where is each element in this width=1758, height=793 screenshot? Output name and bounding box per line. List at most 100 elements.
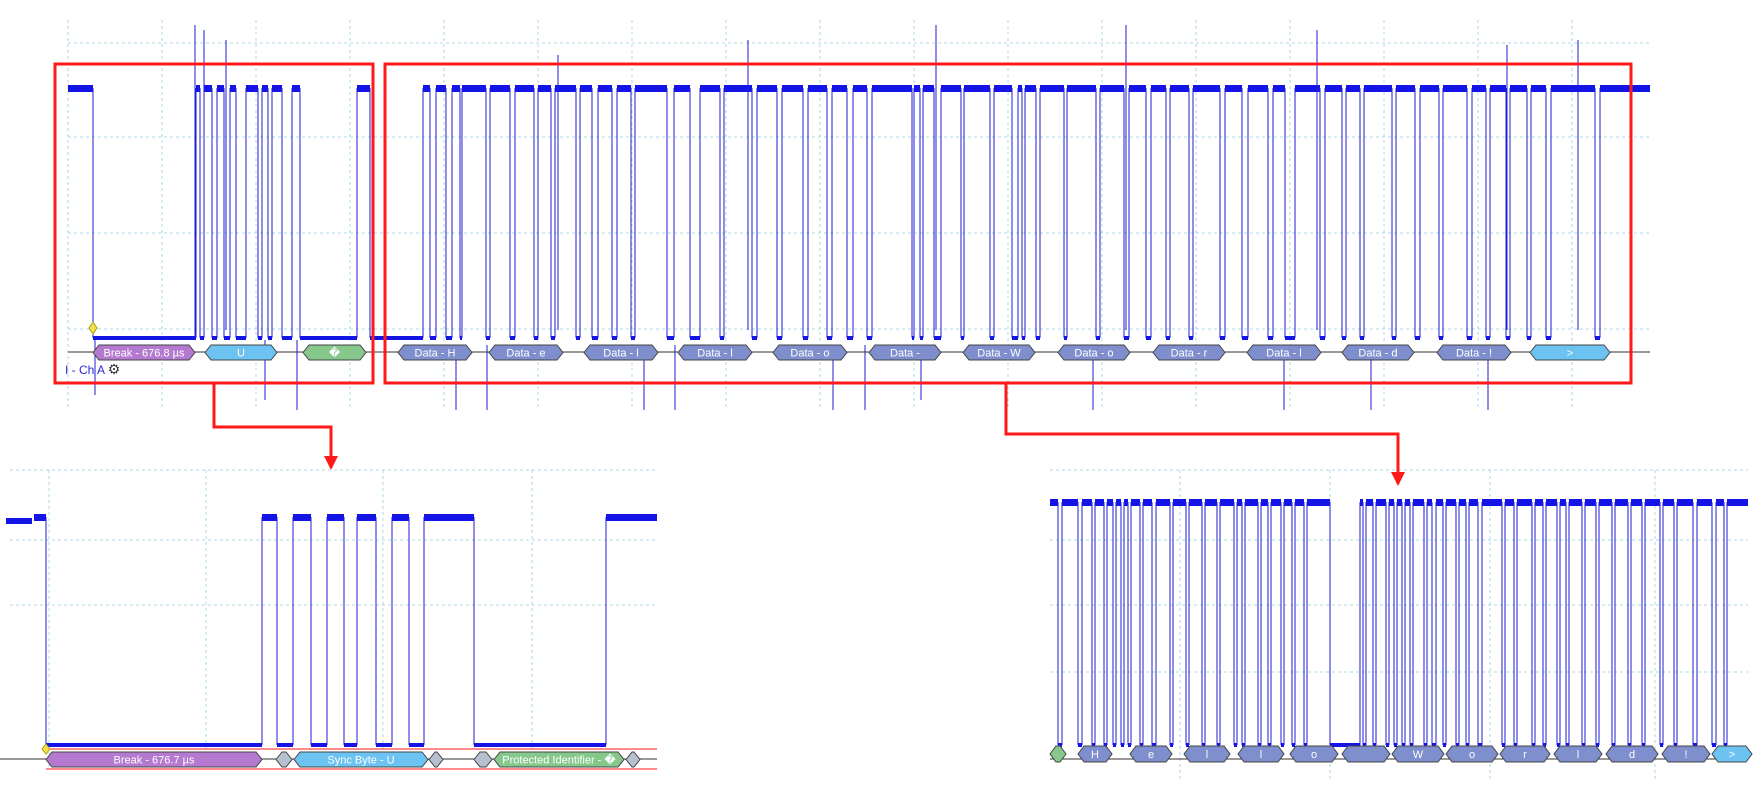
decode-label: Data - l bbox=[603, 347, 638, 359]
signal-low-segment bbox=[268, 336, 272, 340]
arrow-head-icon bbox=[324, 456, 338, 470]
top-decode-sync[interactable]: U bbox=[204, 344, 278, 361]
decode-label: d bbox=[1629, 749, 1635, 761]
grid-layer bbox=[10, 20, 1748, 780]
decode-shape bbox=[204, 344, 278, 361]
right-decode-pid[interactable] bbox=[1049, 745, 1067, 763]
right-decode-data[interactable]: H bbox=[1077, 745, 1113, 763]
signal-high-segment bbox=[1307, 499, 1330, 506]
right-decode-data[interactable]: l bbox=[1237, 745, 1285, 763]
top-decode-data[interactable]: Data - bbox=[868, 344, 942, 361]
top-decode-data[interactable]: Data - e bbox=[488, 344, 564, 361]
decode-shape bbox=[1246, 344, 1322, 361]
trigger-marker-icon bbox=[88, 321, 98, 335]
top-decode-data[interactable]: Data - ! bbox=[1436, 344, 1512, 361]
signal-high-segment bbox=[1546, 499, 1557, 506]
signal-low-segment bbox=[1410, 743, 1413, 747]
left-decode-small[interactable] bbox=[473, 751, 493, 768]
signal-low-segment bbox=[1443, 743, 1446, 747]
signal-low-segment bbox=[1220, 336, 1225, 340]
decode-label: Break - 676.8 µs bbox=[104, 347, 185, 359]
signal-low-segment bbox=[1595, 336, 1600, 340]
signal-high-segment bbox=[635, 85, 667, 92]
signal-high-segment bbox=[1413, 499, 1424, 506]
signal-low-segment bbox=[1058, 743, 1062, 747]
signal-low-segment bbox=[224, 336, 230, 340]
signal-low-segment bbox=[1394, 743, 1397, 747]
signal-high-segment bbox=[490, 85, 510, 92]
signal-low-segment bbox=[460, 336, 462, 340]
arrow-to-left-zoom bbox=[212, 383, 338, 470]
signal-high-segment bbox=[1551, 85, 1595, 92]
signal-low-segment bbox=[1724, 743, 1727, 747]
signal-high-segment bbox=[1389, 499, 1394, 506]
right-decode-data[interactable]: l bbox=[1553, 745, 1603, 763]
left-decode-break[interactable]: Break - 676.7 µs bbox=[45, 751, 263, 768]
decode-shape bbox=[1129, 745, 1173, 763]
signal-low-segment bbox=[1186, 743, 1189, 747]
signal-high-segment bbox=[1237, 499, 1242, 506]
signal-low-segment bbox=[1392, 336, 1396, 340]
left-decode-small[interactable] bbox=[428, 751, 444, 768]
signal-high-segment bbox=[1727, 499, 1748, 506]
signal-high-segment bbox=[327, 514, 344, 521]
signal-low-segment bbox=[1189, 336, 1193, 340]
top-decode-data[interactable]: Data - r bbox=[1152, 344, 1226, 361]
right-decode-data[interactable]: r bbox=[1499, 745, 1551, 763]
signal-high-segment bbox=[1677, 499, 1693, 506]
signal-low-segment bbox=[1612, 743, 1615, 747]
left-decode-sync[interactable]: Sync Byte - U bbox=[293, 751, 429, 768]
top-decode-data[interactable]: Data - o bbox=[1057, 344, 1131, 361]
top-decode-data[interactable]: Data - W bbox=[962, 344, 1036, 361]
signal-high-segment bbox=[1510, 85, 1527, 92]
right-decode-data[interactable] bbox=[1341, 745, 1391, 763]
top-decode-data[interactable]: Data - o bbox=[772, 344, 848, 361]
channel-label[interactable]: I - Ch A ⚙ bbox=[65, 361, 120, 378]
top-decode-data[interactable]: Data - l bbox=[677, 344, 753, 361]
signal-low-segment bbox=[934, 336, 941, 340]
signal-high-segment bbox=[1531, 85, 1546, 92]
right-decode-data[interactable]: ! bbox=[1661, 745, 1711, 763]
signal-high-segment bbox=[1018, 85, 1022, 92]
signal-high-segment bbox=[757, 85, 777, 92]
signal-low-segment bbox=[1373, 743, 1376, 747]
left-decode-pid[interactable]: Protected Identifier - � bbox=[493, 751, 625, 768]
right-decode-data[interactable]: l bbox=[1183, 745, 1231, 763]
arrow-head-icon bbox=[1391, 472, 1405, 486]
signal-high-segment bbox=[392, 514, 409, 521]
right-decode-data[interactable]: o bbox=[1445, 745, 1499, 763]
signal-low-segment bbox=[1478, 743, 1482, 747]
left-decode-small[interactable] bbox=[625, 751, 641, 768]
signal-high-segment bbox=[580, 85, 592, 92]
signal-high-segment bbox=[1095, 499, 1104, 506]
top-decode-data[interactable]: Data - l bbox=[583, 344, 659, 361]
decode-shape bbox=[772, 344, 848, 361]
top-decode-break[interactable]: Break - 676.8 µs bbox=[92, 344, 196, 361]
signal-high-segment bbox=[606, 514, 657, 521]
left-decode-small[interactable] bbox=[275, 751, 293, 768]
right-decode-data[interactable]: e bbox=[1129, 745, 1173, 763]
top-decode-data[interactable]: Data - H bbox=[397, 344, 473, 361]
signal-high-segment bbox=[994, 85, 1012, 92]
right-decode-data[interactable]: W bbox=[1391, 745, 1445, 763]
trigger-marker-icon bbox=[41, 743, 51, 755]
signal-high-segment bbox=[1346, 85, 1360, 92]
signal-idle-blip bbox=[6, 518, 32, 524]
signal-high-segment bbox=[1505, 499, 1514, 506]
signal-low-segment bbox=[867, 336, 872, 340]
signal-high-segment bbox=[424, 514, 474, 521]
decode-shape bbox=[1391, 745, 1445, 763]
decode-shape bbox=[1077, 745, 1113, 763]
top-decode-pid[interactable]: � bbox=[302, 344, 367, 361]
right-decode-sync[interactable]: > bbox=[1711, 745, 1753, 763]
top-decode-sync[interactable]: > bbox=[1529, 344, 1611, 361]
top-decode-data[interactable]: Data - l bbox=[1246, 344, 1322, 361]
top-decode-data[interactable]: Data - d bbox=[1341, 344, 1415, 361]
decode-shape bbox=[1499, 745, 1551, 763]
signal-high-segment bbox=[1170, 85, 1189, 92]
right-decode-data[interactable]: o bbox=[1289, 745, 1339, 763]
highlight-layer bbox=[53, 62, 1633, 486]
right-decode-data[interactable]: d bbox=[1605, 745, 1659, 763]
decode-shape bbox=[1445, 745, 1499, 763]
gear-icon[interactable]: ⚙ bbox=[107, 361, 121, 377]
